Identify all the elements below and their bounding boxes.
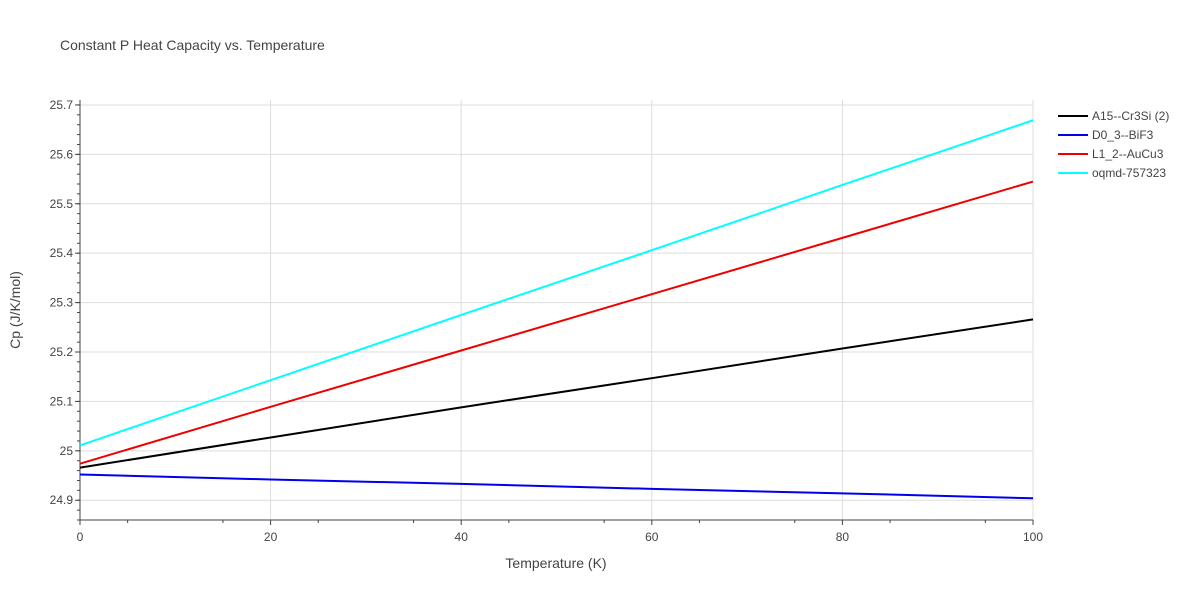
x-tick-label: 80 bbox=[836, 530, 850, 544]
y-tick-label: 25.3 bbox=[50, 296, 74, 310]
grid bbox=[80, 100, 1034, 520]
legend-label: oqmd-757323 bbox=[1092, 166, 1166, 180]
y-tick-label: 25.4 bbox=[50, 246, 74, 260]
y-tick-label: 25.2 bbox=[50, 345, 74, 359]
y-tick-label: 25.1 bbox=[50, 394, 74, 408]
x-tick-label: 40 bbox=[455, 530, 469, 544]
series-line bbox=[79, 473, 1034, 500]
legend-label: L1_2--AuCu3 bbox=[1092, 147, 1164, 161]
x-tick-label: 0 bbox=[77, 530, 84, 544]
series-line bbox=[79, 318, 1034, 469]
y-tick-label: 25.6 bbox=[50, 147, 74, 161]
x-tick-label: 60 bbox=[645, 530, 659, 544]
series-line bbox=[79, 119, 1034, 447]
y-tick-label: 24.9 bbox=[50, 493, 74, 507]
x-tick-label: 20 bbox=[264, 530, 278, 544]
y-tick-label: 25 bbox=[60, 444, 74, 458]
axes: 0 20 40 60 80 100 24.9 25 25.1 25.2 25.3 25.4 25.5 25… bbox=[50, 98, 1044, 544]
x-tick-label: 100 bbox=[1023, 530, 1043, 544]
chart-title: Constant P Heat Capacity vs. Temperature bbox=[60, 37, 325, 53]
series-line bbox=[79, 180, 1034, 465]
legend-label: A15--Cr3Si (2) bbox=[1092, 109, 1169, 123]
y-tick-label: 25.7 bbox=[50, 98, 74, 112]
plot-area bbox=[79, 119, 1034, 500]
legend: A15--Cr3Si (2) D0_3--BiF3 L1_2--AuCu3 oqmd-… bbox=[1058, 109, 1169, 180]
y-tick-label: 25.5 bbox=[50, 197, 74, 211]
y-axis-title: Cp (J/K/mol) bbox=[7, 271, 23, 349]
legend-label: D0_3--BiF3 bbox=[1092, 128, 1154, 142]
x-axis-title: Temperature (K) bbox=[505, 555, 606, 571]
